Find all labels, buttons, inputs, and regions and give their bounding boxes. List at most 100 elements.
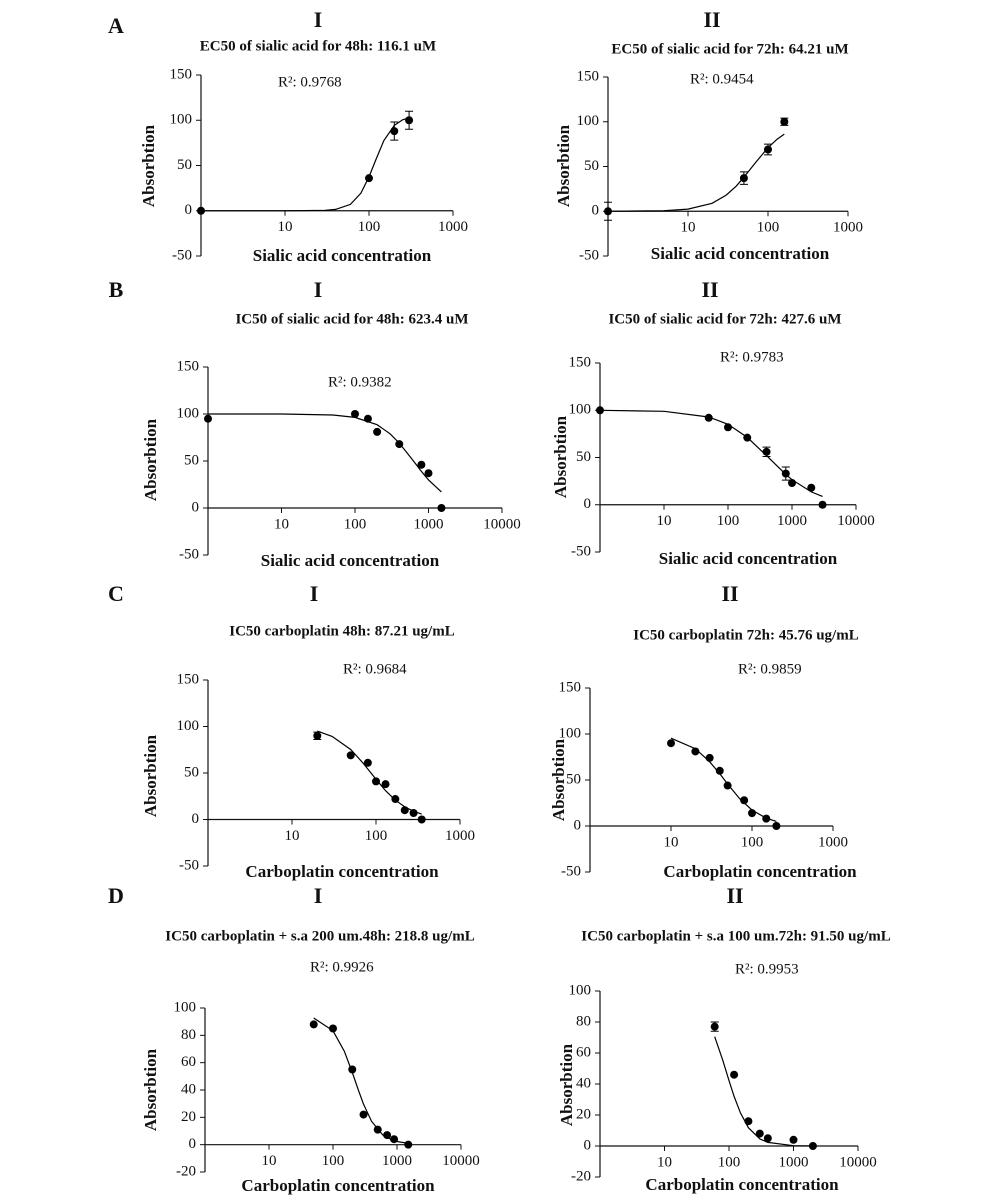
y-axis-label: Absorbtion — [554, 124, 573, 207]
data-point — [373, 427, 382, 436]
data-point — [417, 460, 426, 469]
y-tick-label: 100 — [174, 999, 197, 1015]
data-point — [381, 780, 390, 789]
x-tick-label: 1000 — [382, 1153, 412, 1169]
data-point — [359, 1110, 368, 1119]
y-tick-label: 80 — [576, 1013, 591, 1029]
x-tick-label: 100 — [757, 220, 780, 236]
x-tick-label: 1000 — [777, 513, 807, 529]
data-point — [404, 1140, 413, 1149]
y-axis-label: Absorbtion — [141, 418, 160, 501]
row-label: B — [109, 277, 124, 302]
data-point — [424, 469, 433, 478]
data-point — [780, 117, 789, 126]
data-point — [197, 206, 205, 215]
x-tick-label: 100 — [365, 828, 388, 844]
chart-title: IC50 of sialic acid for 72h: 427.6 uM — [608, 311, 841, 327]
y-tick-label: 150 — [170, 66, 193, 82]
data-point — [743, 433, 752, 442]
x-tick-label: 100 — [358, 219, 381, 235]
data-point — [789, 1135, 798, 1144]
x-tick-label: 10 — [681, 220, 696, 236]
x-tick-label: 10 — [657, 1154, 672, 1170]
x-tick-label: 10000 — [837, 513, 875, 529]
y-tick-label: 100 — [559, 725, 582, 741]
data-point — [705, 753, 714, 762]
x-tick-label: 1000 — [438, 219, 468, 235]
x-tick-label: 100 — [717, 513, 740, 529]
fit-curve — [208, 413, 442, 493]
y-tick-label: 100 — [569, 402, 592, 418]
y-tick-label: 100 — [177, 718, 200, 734]
data-point — [808, 1142, 817, 1150]
x-tick-label: 1000 — [833, 220, 863, 236]
data-point — [313, 731, 322, 740]
data-point — [390, 127, 399, 136]
data-point — [391, 795, 400, 804]
data-point — [772, 822, 781, 830]
fit-curve — [201, 117, 410, 212]
x-axis-label: Sialic acid concentration — [261, 551, 440, 570]
y-axis-label: Absorbtion — [141, 1048, 160, 1131]
panel-label: I — [314, 883, 323, 908]
y-tick-label: 150 — [177, 671, 200, 687]
data-point — [739, 174, 748, 183]
annotation: R²: 0.9684 — [343, 661, 407, 677]
x-axis-label: Sialic acid concentration — [253, 246, 432, 265]
x-tick-label: 10000 — [483, 516, 521, 532]
row-label: C — [108, 581, 124, 606]
y-tick-label: -50 — [172, 247, 192, 263]
y-tick-label: 50 — [584, 158, 599, 174]
y-tick-label: 50 — [566, 771, 581, 787]
y-tick-label: 50 — [184, 764, 199, 780]
x-tick-label: 10 — [285, 828, 300, 844]
data-point — [730, 1070, 739, 1079]
x-axis-label: Carboplatin concentration — [245, 862, 439, 881]
x-tick-label: 100 — [718, 1154, 741, 1170]
y-tick-label: -50 — [561, 863, 581, 879]
data-point — [329, 1024, 337, 1033]
data-point — [740, 796, 749, 805]
data-point — [365, 174, 373, 183]
chart-title: IC50 carboplatin + s.a 100 um.72h: 91.50… — [581, 928, 890, 944]
data-point — [764, 145, 772, 154]
y-tick-label: 50 — [177, 157, 192, 173]
data-point — [763, 1134, 772, 1143]
x-tick-label: 10 — [657, 513, 672, 529]
annotation: R²: 0.9859 — [738, 661, 802, 677]
y-tick-label: -50 — [571, 543, 591, 559]
x-axis-label: Sialic acid concentration — [659, 549, 838, 568]
y-tick-label: -50 — [179, 546, 199, 562]
row-label: D — [108, 883, 124, 908]
y-tick-label: 100 — [170, 112, 193, 128]
y-tick-label: 150 — [177, 358, 200, 374]
y-tick-label: 0 — [189, 1136, 197, 1152]
data-point — [346, 751, 355, 760]
data-point — [755, 1129, 764, 1138]
y-axis-label: Absorbtion — [551, 415, 570, 498]
panel-label: I — [314, 277, 323, 302]
y-tick-label: 60 — [181, 1054, 196, 1070]
annotation: R²: 0.9768 — [278, 74, 342, 90]
data-point — [667, 739, 675, 748]
x-tick-label: 1000 — [414, 516, 444, 532]
data-point — [409, 808, 418, 817]
y-tick-label: -20 — [571, 1168, 591, 1184]
x-tick-label: 100 — [741, 834, 764, 850]
data-point — [788, 479, 796, 488]
data-point — [818, 500, 827, 509]
chart-title: IC50 carboplatin 72h: 45.76 ug/mL — [633, 627, 858, 643]
data-point — [715, 766, 724, 775]
x-tick-label: 1000 — [818, 834, 848, 850]
y-tick-label: 100 — [569, 982, 592, 998]
fit-curve — [599, 409, 823, 497]
x-tick-label: 1000 — [445, 828, 475, 844]
x-axis-label: Sialic acid concentration — [651, 244, 830, 263]
x-tick-label: 100 — [344, 516, 367, 532]
data-point — [348, 1065, 357, 1074]
x-tick-label: 1000 — [779, 1154, 809, 1170]
data-point — [437, 504, 446, 512]
data-point — [390, 1135, 399, 1144]
chart-title: EC50 of sialic acid for 72h: 64.21 uM — [611, 41, 848, 57]
